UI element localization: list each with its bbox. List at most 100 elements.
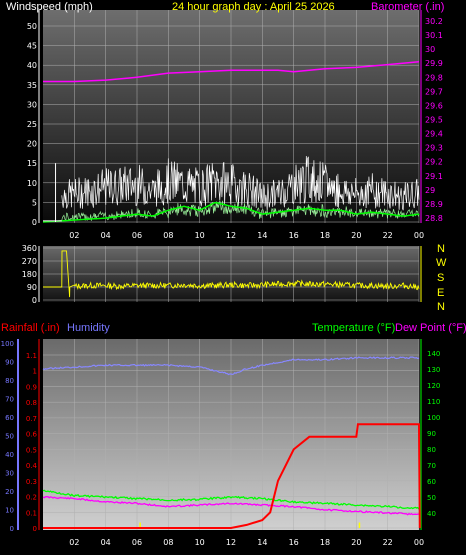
temperature-tick-label: 60 — [427, 478, 436, 486]
barometer-tick-label: 29.7 — [425, 87, 443, 96]
humidity-tick-label: 40 — [5, 451, 14, 459]
hour-tick-label: 20 — [351, 231, 361, 240]
temperature-tick-label: 130 — [427, 366, 440, 374]
humidity-tick-label: 30 — [5, 470, 14, 478]
compass-w: W — [436, 257, 447, 269]
barometer-tick-label: 29.6 — [425, 101, 443, 110]
hour-tick-label: 08 — [163, 231, 173, 240]
direction-tick-label: 360 — [22, 244, 37, 253]
temperature-tick-label: 40 — [427, 510, 436, 518]
wind-tick-label: 15 — [27, 159, 37, 168]
humidity-tick-label: 0 — [10, 525, 14, 533]
direction-tick-label: 90 — [27, 283, 37, 292]
hour-tick-label: 00 — [414, 231, 424, 240]
rain-tick-label: 1.1 — [26, 352, 37, 360]
hour-tick-label: 12 — [226, 231, 236, 240]
barometer-tick-label: 30.2 — [425, 17, 443, 26]
hour-tick-label: 06 — [132, 538, 142, 547]
rainfall-series — [43, 423, 421, 529]
compass-e: E — [437, 287, 444, 299]
temperature-axis-label: Temperature (°F) — [312, 322, 395, 334]
direction-tick-label: 270 — [22, 257, 37, 266]
humidity-tick-label: 10 — [5, 507, 14, 515]
barometer-tick-label: 28.8 — [425, 214, 443, 223]
humidity-tick-label: 50 — [5, 433, 14, 441]
wind-direction-series — [43, 250, 420, 298]
wind-tick-label: 30 — [27, 100, 37, 109]
barometer-tick-label: 29 — [425, 186, 435, 195]
compass-s: S — [437, 272, 444, 284]
hour-tick-label: 08 — [163, 538, 173, 547]
temperature-tick-label: 80 — [427, 446, 436, 454]
wind-tick-label: 25 — [27, 120, 37, 129]
temperature-tick-label: 140 — [427, 350, 440, 358]
barometer-tick-label: 29.9 — [425, 59, 443, 68]
dewpoint-series — [42, 495, 420, 516]
compass-n-bottom: N — [437, 301, 445, 313]
hour-tick-label: 16 — [289, 231, 299, 240]
hour-tick-label: 20 — [351, 538, 361, 547]
wind-gust-series — [61, 155, 420, 211]
rainfall-axis-label: Rainfall (.in) — [1, 322, 60, 334]
hour-tick-label: 18 — [320, 538, 330, 547]
dewpoint-axis-label: Dew Point (°F) — [395, 322, 466, 334]
barometer-axis-label: Barometer (.in) — [371, 1, 444, 13]
hour-tick-label: 04 — [101, 538, 111, 547]
wind-tick-label: 20 — [27, 140, 37, 149]
wind-tick-label: 0 — [32, 218, 37, 227]
hour-tick-label: 00 — [414, 538, 424, 547]
chart-title: 24 hour graph day : April 25 2026 — [172, 1, 335, 13]
hour-tick-label: 18 — [320, 231, 330, 240]
rain-tick-label: 0.7 — [26, 415, 37, 423]
barometer-tick-label: 29.4 — [425, 130, 443, 139]
barometer-tick-label: 29.3 — [425, 144, 443, 153]
humidity-tick-label: 20 — [5, 488, 14, 496]
wind-tick-label: 45 — [27, 42, 37, 51]
hour-tick-label: 02 — [69, 231, 79, 240]
barometer-tick-label: 30.1 — [425, 31, 443, 40]
hour-tick-label: 06 — [132, 231, 142, 240]
compass-n-top: N — [437, 243, 445, 255]
temperature-tick-label: 90 — [427, 430, 436, 438]
hour-tick-label: 14 — [257, 538, 267, 547]
rain-tick-label: 0.5 — [26, 446, 37, 454]
humidity-series — [42, 356, 420, 376]
rain-tick-label: 0.8 — [26, 399, 37, 407]
humidity-tick-label: 80 — [5, 377, 14, 385]
temperature-tick-label: 50 — [427, 494, 436, 502]
hour-tick-label: 02 — [69, 538, 79, 547]
barometer-tick-label: 29.2 — [425, 158, 443, 167]
direction-tick-label: 0 — [32, 296, 37, 305]
humidity-tick-label: 70 — [5, 396, 14, 404]
rain-tick-label: 0.6 — [26, 431, 38, 439]
barometer-series — [43, 61, 420, 83]
wind-tick-label: 50 — [27, 22, 37, 31]
rain-tick-label: 0.1 — [26, 509, 37, 517]
humidity-tick-label: 100 — [1, 340, 14, 348]
wind-tick-label: 40 — [27, 61, 37, 70]
temperature-tick-label: 100 — [427, 414, 440, 422]
temperature-tick-label: 110 — [427, 398, 440, 406]
wind-speed-series — [61, 200, 420, 223]
barometer-tick-label: 29.5 — [425, 116, 443, 125]
hour-tick-label: 16 — [289, 538, 299, 547]
rain-tick-label: 1 — [33, 368, 37, 376]
wind-tick-label: 35 — [27, 81, 37, 90]
hour-tick-label: 10 — [195, 231, 205, 240]
hour-tick-label: 14 — [257, 231, 267, 240]
rain-tick-label: 0.3 — [26, 478, 37, 486]
temperature-series — [42, 489, 420, 510]
temperature-tick-label: 70 — [427, 462, 436, 470]
rain-tick-label: 0.4 — [26, 462, 38, 470]
barometer-tick-label: 30 — [425, 45, 435, 54]
windspeed-axis-label: Windspeed (mph) — [6, 1, 93, 13]
hour-tick-label: 22 — [383, 231, 393, 240]
temperature-tick-label: 120 — [427, 382, 440, 390]
rain-tick-label: 0.2 — [26, 494, 37, 502]
rain-tick-label: 0 — [33, 525, 37, 533]
humidity-tick-label: 60 — [5, 414, 14, 422]
wind-average-series — [42, 201, 420, 223]
humidity-tick-label: 90 — [5, 359, 14, 367]
wind-tick-label: 10 — [27, 179, 37, 188]
barometer-tick-label: 29.8 — [425, 73, 443, 82]
